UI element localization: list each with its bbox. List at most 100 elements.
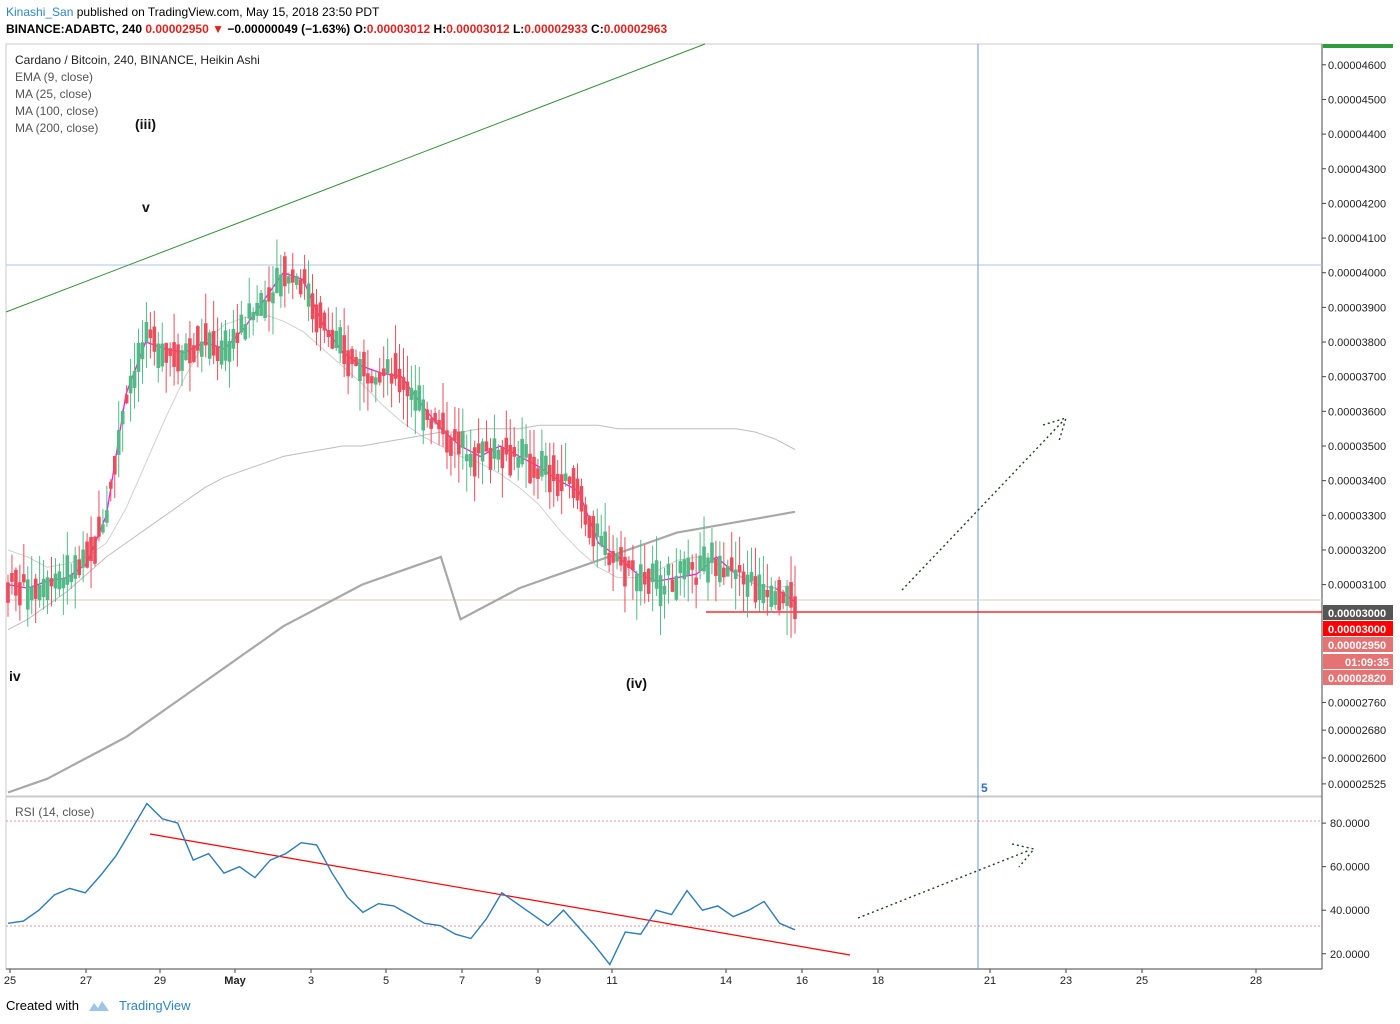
candle-body[interactable] — [37, 584, 42, 601]
candle-body[interactable] — [698, 555, 702, 571]
candle-body[interactable] — [587, 515, 592, 538]
candle-body[interactable] — [785, 586, 789, 606]
candle-body[interactable] — [504, 437, 509, 455]
candle-body[interactable] — [132, 370, 137, 389]
candle-body[interactable] — [69, 574, 74, 583]
candle-body[interactable] — [358, 358, 362, 382]
candle-body[interactable] — [184, 343, 188, 361]
candle-body[interactable] — [41, 578, 46, 598]
candle-body[interactable] — [706, 557, 710, 583]
candle-body[interactable] — [263, 299, 267, 318]
candle-body[interactable] — [10, 573, 14, 582]
candle-body[interactable] — [362, 351, 366, 377]
candle-body[interactable] — [334, 330, 339, 349]
trendline-green[interactable] — [5, 43, 706, 313]
candle-body[interactable] — [109, 481, 113, 489]
candle-body[interactable] — [449, 437, 453, 456]
candle-body[interactable] — [496, 449, 501, 460]
candle-body[interactable] — [405, 381, 410, 397]
candle-body[interactable] — [156, 343, 161, 368]
candle-body[interactable] — [722, 567, 726, 578]
wave-label-iv-left[interactable]: iv — [9, 668, 21, 684]
candle-body[interactable] — [231, 329, 236, 349]
candle-body[interactable] — [33, 578, 38, 599]
candle-body[interactable] — [718, 555, 722, 583]
candle-body[interactable] — [520, 438, 524, 465]
candle-body[interactable] — [144, 322, 149, 343]
candle-body[interactable] — [631, 560, 635, 570]
candle-body[interactable] — [401, 376, 406, 390]
candle-body[interactable] — [124, 394, 129, 404]
projection-arrow-rsi[interactable] — [857, 843, 1036, 919]
legend-rsi[interactable]: RSI (14, close) — [15, 805, 94, 819]
candle-body[interactable] — [22, 574, 26, 583]
candle-body[interactable] — [409, 387, 414, 400]
candle-body[interactable] — [172, 342, 176, 367]
candle-body[interactable] — [77, 559, 81, 576]
candle-body[interactable] — [571, 468, 576, 499]
candle-body[interactable] — [65, 555, 70, 585]
candle-body[interactable] — [457, 431, 461, 455]
candle-body[interactable] — [472, 447, 477, 477]
candle-body[interactable] — [81, 549, 85, 568]
legend-ma100[interactable]: MA (100, close) — [15, 104, 98, 118]
candle-body[interactable] — [164, 343, 168, 363]
candle-body[interactable] — [279, 274, 283, 297]
candle-body[interactable] — [635, 573, 639, 592]
candle-body[interactable] — [366, 373, 370, 384]
candle-body[interactable] — [283, 256, 287, 287]
candle-body[interactable] — [646, 568, 651, 594]
tradingview-link[interactable]: TradingView — [118, 998, 191, 1013]
candle-body[interactable] — [255, 302, 259, 316]
candle-body[interactable] — [259, 292, 263, 316]
candle-body[interactable] — [322, 312, 327, 331]
candle-body[interactable] — [488, 447, 493, 470]
candle-body[interactable] — [207, 332, 212, 359]
candle-body[interactable] — [180, 350, 184, 371]
candle-body[interactable] — [199, 341, 204, 357]
candle-body[interactable] — [29, 586, 34, 601]
candle-body[interactable] — [540, 450, 544, 477]
wave-label-iv[interactable]: (iv) — [626, 675, 647, 691]
candle-body[interactable] — [306, 283, 311, 307]
candle-body[interactable] — [326, 330, 331, 337]
candle-body[interactable] — [219, 340, 224, 365]
candle-body[interactable] — [453, 429, 457, 441]
candle-body[interactable] — [441, 412, 445, 435]
candle-body[interactable] — [101, 524, 105, 533]
candle-body[interactable] — [789, 582, 793, 608]
candle-body[interactable] — [271, 292, 275, 304]
candle-body[interactable] — [500, 446, 505, 469]
candle-body[interactable] — [176, 344, 180, 372]
candle-body[interactable] — [53, 573, 58, 589]
candle-body[interactable] — [286, 276, 291, 284]
candle-body[interactable] — [116, 430, 121, 455]
candle-body[interactable] — [532, 456, 536, 478]
candle-body[interactable] — [211, 331, 216, 356]
candle-body[interactable] — [389, 373, 394, 384]
candle-body[interactable] — [168, 348, 172, 356]
candle-body[interactable] — [354, 356, 358, 367]
candle-body[interactable] — [773, 591, 778, 605]
candle-body[interactable] — [89, 536, 93, 562]
candle-body[interactable] — [377, 372, 382, 383]
candle-body[interactable] — [445, 430, 449, 453]
candle-body[interactable] — [544, 455, 548, 475]
candle-body[interactable] — [476, 443, 481, 454]
candle-body[interactable] — [105, 510, 109, 523]
candle-body[interactable] — [603, 531, 607, 555]
candle-body[interactable] — [437, 419, 441, 430]
candle-body[interactable] — [346, 350, 350, 377]
candle-body[interactable] — [298, 279, 303, 295]
candle-body[interactable] — [192, 345, 196, 362]
candle-body[interactable] — [61, 578, 66, 589]
candle-body[interactable] — [658, 575, 663, 607]
candle-body[interactable] — [370, 376, 374, 384]
candle-body[interactable] — [93, 536, 97, 564]
candle-body[interactable] — [741, 571, 746, 585]
candle-body[interactable] — [160, 343, 165, 367]
candle-body[interactable] — [666, 563, 671, 576]
candle-body[interactable] — [6, 582, 10, 603]
candle-body[interactable] — [203, 323, 208, 346]
candle-body[interactable] — [548, 464, 552, 493]
